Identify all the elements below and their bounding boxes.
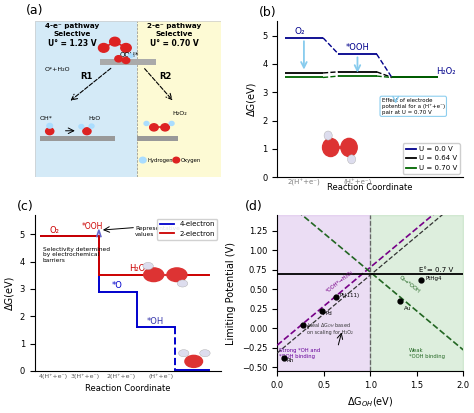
Text: (c): (c) xyxy=(17,199,34,213)
Text: O₂: O₂ xyxy=(50,226,60,235)
Bar xyxy=(137,21,221,177)
Text: H₂O: H₂O xyxy=(185,359,201,368)
Bar xyxy=(78,136,115,141)
Circle shape xyxy=(341,138,357,157)
Text: O₂: O₂ xyxy=(295,27,305,36)
Circle shape xyxy=(83,128,91,135)
Bar xyxy=(100,59,156,65)
Text: U° = 1.23 V: U° = 1.23 V xyxy=(48,38,96,47)
Text: Selectivity determined
by electrochemical
barriers: Selectivity determined by electrochemica… xyxy=(43,247,110,263)
Circle shape xyxy=(167,268,187,282)
Text: R2: R2 xyxy=(159,72,171,81)
X-axis label: Reaction Coordinate: Reaction Coordinate xyxy=(328,183,413,192)
Circle shape xyxy=(173,157,180,163)
Legend: 4-electron, 2-electron: 4-electron, 2-electron xyxy=(157,218,218,240)
Text: Hydrogen: Hydrogen xyxy=(147,158,173,163)
Text: O*+H₂O: O*+H₂O xyxy=(45,67,70,72)
Y-axis label: ΔG(eV): ΔG(eV) xyxy=(246,82,256,116)
X-axis label: Reaction Coordinate: Reaction Coordinate xyxy=(85,385,171,394)
Circle shape xyxy=(150,124,158,131)
Text: 2(H⁺+e⁻): 2(H⁺+e⁻) xyxy=(288,179,320,187)
Text: OOH*: OOH* xyxy=(120,52,139,58)
Text: PtHg4: PtHg4 xyxy=(425,276,442,281)
Circle shape xyxy=(177,280,188,287)
Circle shape xyxy=(121,43,131,52)
Circle shape xyxy=(324,131,332,140)
Text: O₂→*OOH: O₂→*OOH xyxy=(398,275,421,294)
Circle shape xyxy=(128,54,133,57)
Circle shape xyxy=(322,138,339,157)
Text: E°= 0.7 V: E°= 0.7 V xyxy=(419,267,453,273)
Text: Pd: Pd xyxy=(326,311,332,316)
Text: Effect of electrode
potential for a (H⁺+e⁻)
pair at U = 0.70 V: Effect of electrode potential for a (H⁺+… xyxy=(382,98,445,115)
Y-axis label: ΔG(eV): ΔG(eV) xyxy=(4,276,14,310)
Text: Selective: Selective xyxy=(156,31,193,37)
Text: H₂O₂: H₂O₂ xyxy=(129,264,148,273)
Circle shape xyxy=(122,57,130,64)
Text: H₂O₂: H₂O₂ xyxy=(437,67,456,76)
Text: H₂O: H₂O xyxy=(88,116,100,121)
Bar xyxy=(137,136,178,141)
Text: *OOH*→H₂O₂: *OOH*→H₂O₂ xyxy=(326,270,355,294)
Y-axis label: Limiting Potential (V): Limiting Potential (V) xyxy=(227,242,237,344)
Text: (b): (b) xyxy=(259,6,277,19)
Text: *O: *O xyxy=(111,281,122,290)
Circle shape xyxy=(179,350,189,357)
Circle shape xyxy=(115,56,122,62)
Text: R1: R1 xyxy=(81,72,93,81)
Text: *OH: *OH xyxy=(146,317,164,326)
Text: H₂O₂: H₂O₂ xyxy=(173,111,187,116)
Circle shape xyxy=(144,268,164,282)
Text: 4-e⁻ pathway: 4-e⁻ pathway xyxy=(45,24,99,29)
Text: U° = 0.70 V: U° = 0.70 V xyxy=(150,38,199,47)
Text: Oxygen: Oxygen xyxy=(181,158,201,163)
Circle shape xyxy=(143,262,153,270)
Circle shape xyxy=(79,125,84,128)
Text: (d): (d) xyxy=(245,200,262,213)
Circle shape xyxy=(99,43,109,52)
Circle shape xyxy=(161,124,169,131)
Text: (a): (a) xyxy=(26,4,43,17)
Circle shape xyxy=(200,350,210,357)
Text: Representative
values: Representative values xyxy=(135,226,180,237)
Bar xyxy=(40,136,78,141)
Text: 2-e⁻ pathway: 2-e⁻ pathway xyxy=(147,24,201,29)
Legend: U = 0.0 V, U = 0.64 V, U = 0.70 V: U = 0.0 V, U = 0.64 V, U = 0.70 V xyxy=(403,143,460,174)
Circle shape xyxy=(347,155,356,164)
Text: Strong *OH and
*OOH binding: Strong *OH and *OOH binding xyxy=(279,348,320,359)
Circle shape xyxy=(139,157,146,163)
Circle shape xyxy=(89,124,94,128)
X-axis label: ΔG$_{OH}$(eV): ΔG$_{OH}$(eV) xyxy=(347,395,393,409)
Circle shape xyxy=(47,123,53,128)
Text: Ideal ΔG$_{OH}$ based
on scaling for H₂O₂: Ideal ΔG$_{OH}$ based on scaling for H₂O… xyxy=(307,320,353,335)
Text: *OOH: *OOH xyxy=(346,43,369,52)
Circle shape xyxy=(169,121,174,126)
Circle shape xyxy=(185,355,202,368)
Text: *OOH: *OOH xyxy=(82,222,103,231)
Text: Rh: Rh xyxy=(286,358,294,363)
Circle shape xyxy=(109,37,120,46)
Text: Au: Au xyxy=(404,306,411,311)
Circle shape xyxy=(144,121,149,126)
Text: Selective: Selective xyxy=(54,31,91,37)
Bar xyxy=(35,21,137,177)
Circle shape xyxy=(46,128,54,135)
Text: (H⁺+e⁻): (H⁺+e⁻) xyxy=(343,179,372,187)
Text: Weak
*OOH binding: Weak *OOH binding xyxy=(409,348,445,359)
Text: Ir: Ir xyxy=(307,325,311,330)
Text: Pt(111): Pt(111) xyxy=(339,293,360,298)
Text: OH*: OH* xyxy=(39,116,53,121)
